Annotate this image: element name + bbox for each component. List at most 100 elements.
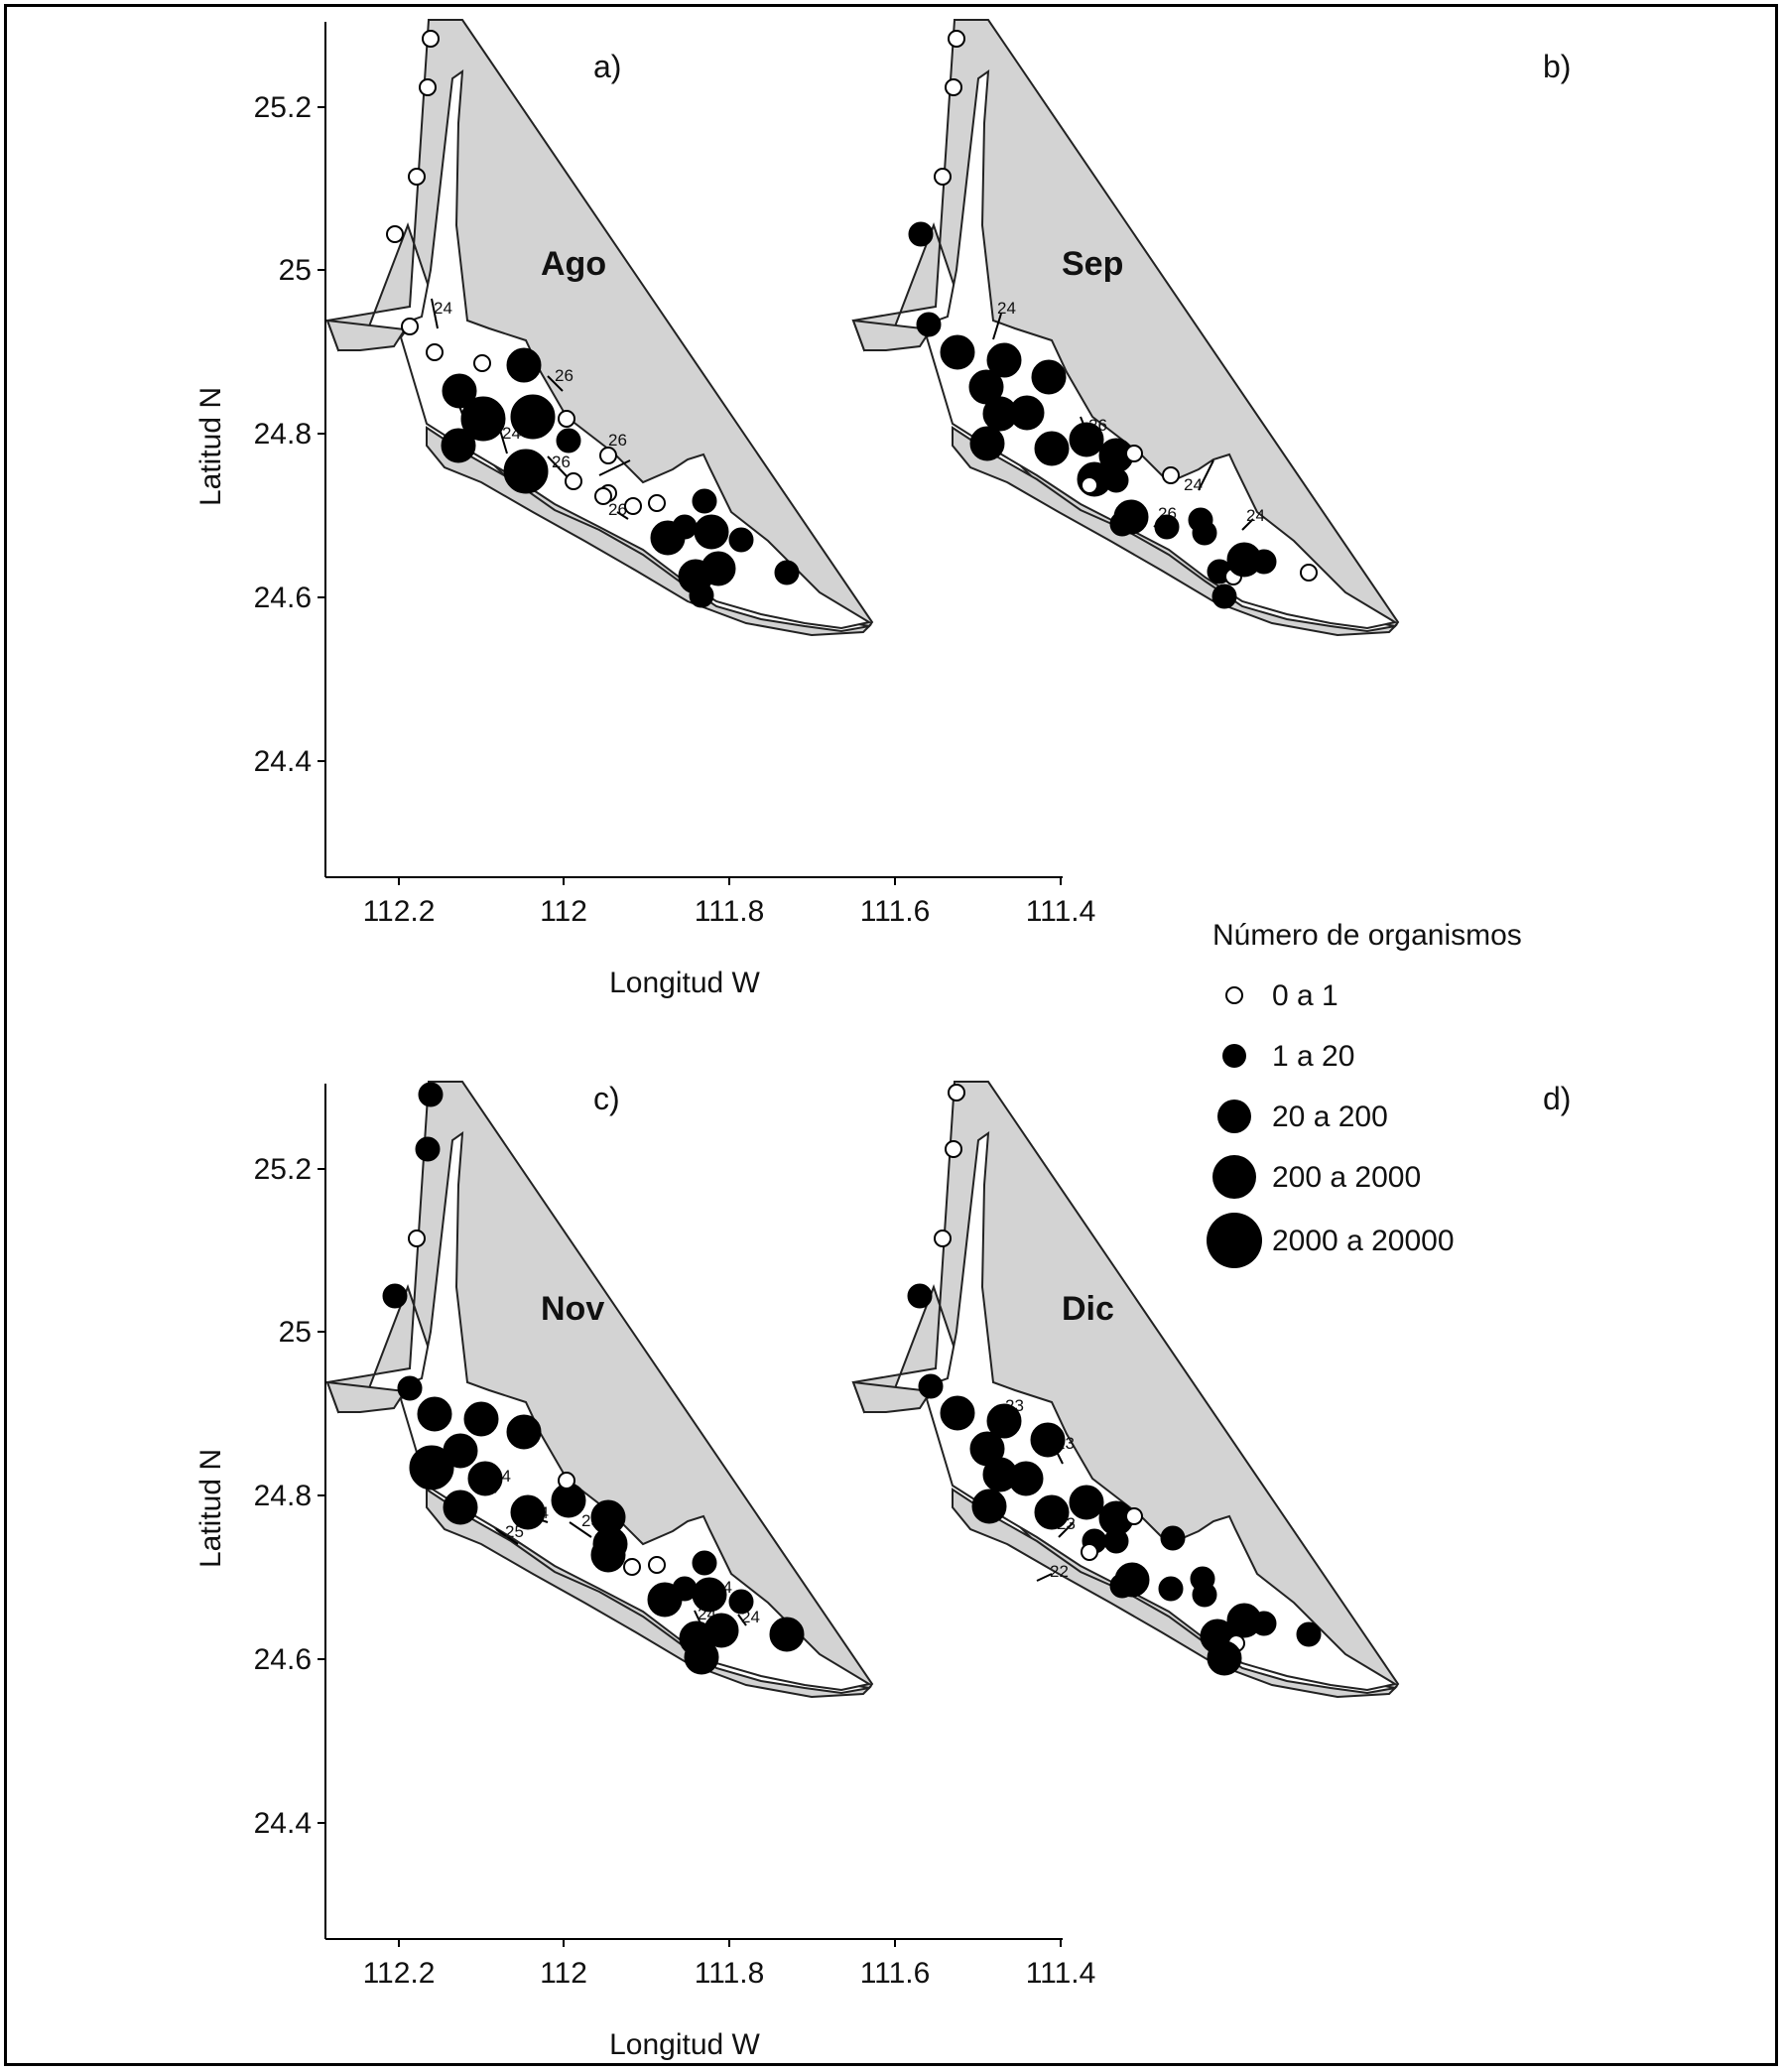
station-marker [467,1461,503,1496]
station-marker [556,428,581,453]
isotherm-label: 24 [434,299,452,318]
station-marker [986,342,1022,378]
station-marker [408,1230,426,1247]
station-marker [599,447,617,464]
station-marker [1008,1461,1044,1496]
island-polygon [325,319,407,351]
legend-title: Número de organismos [1212,919,1522,952]
panel-letter: c) [593,1081,620,1116]
isotherm-label: 22 [1050,1562,1069,1581]
y-tick-label: 25.2 [254,1153,312,1186]
station-marker [916,312,942,337]
station-marker [623,1558,641,1576]
station-marker [422,30,440,48]
island-polygon [325,1380,407,1413]
station-marker [907,1283,933,1309]
legend-marker-0 [1225,986,1243,1004]
station-marker [1031,359,1067,395]
station-marker [940,334,975,370]
axes: 25.2 25 24.8 24.6 24.4 112.2 112 111.8 111.6 111.… [194,22,1095,999]
panel-letter: d) [1543,1081,1571,1116]
station-marker [1154,514,1180,540]
panel-c: 24242525242424c)Nov25.22524.824.624.4112… [194,1081,1095,2061]
station-marker [689,583,714,608]
isotherm-line [737,1614,747,1626]
station-marker [1211,583,1237,609]
island-polygon [851,1380,933,1413]
x-tick-label: 112 [540,895,587,928]
panel-a: 2424242626262626a)Ago25.22524.824.624.41… [194,19,1095,999]
station-marker [1158,1576,1184,1602]
station-marker [441,428,476,463]
panel-letter: a) [593,49,621,84]
station-marker [692,1550,717,1576]
x-axis-title: Longitud W [609,2028,760,2061]
y-tick-label: 25 [279,1316,312,1349]
station-marker [1160,1525,1186,1551]
isotherm-line [431,298,439,329]
x-tick-label: 112.2 [363,1957,436,1990]
station-marker [769,1617,805,1652]
x-tick-label: 111.8 [695,895,765,928]
station-marker [1009,395,1045,431]
x-tick-label: 111.4 [1026,895,1096,928]
island-polygon [426,426,872,637]
station-marker [1226,1603,1262,1638]
station-marker [419,78,437,96]
y-tick-label: 25.2 [254,91,312,124]
isotherm-label: 24 [997,299,1016,318]
station-marker [1069,422,1104,457]
x-axis-title: Longitud W [609,967,760,999]
x-tick-label: 112.2 [363,895,436,928]
station-marker [1081,476,1098,494]
station-marker [418,1082,444,1107]
panel-b: 242626262424b)Sep [851,19,1571,637]
station-marker [590,1537,626,1573]
y-tick-label: 24.8 [254,418,312,451]
y-axis-title: Latitud N [194,387,227,506]
station-marker [1113,499,1149,535]
isotherm-line [1241,518,1254,531]
station-marker [510,1494,546,1530]
isotherm-line [569,1521,592,1538]
lagoon-water [399,68,872,630]
isotherm-label: 24 [1184,475,1203,494]
station-marker [648,494,666,512]
station-marker [1192,520,1217,546]
station-marker [624,497,642,515]
station-marker [648,1556,666,1574]
legend-label-0: 0 a 1 [1272,979,1338,1012]
station-marker [694,514,729,550]
station-marker [473,354,491,372]
month-label: Dic [1062,1290,1114,1328]
station-marker [415,1136,441,1162]
month-label: Sep [1062,245,1123,283]
legend-label-1: 1 a 20 [1272,1040,1354,1073]
station-marker [692,1577,727,1613]
station-marker [1296,1621,1322,1647]
legend: Número de organismos 0 a 1 1 a 20 20 a 2… [1207,919,1522,1268]
station-marker [908,221,934,247]
figure-frame [4,4,1778,2066]
station-marker [426,343,444,361]
station-marker [510,394,556,440]
y-tick-label: 24.6 [254,582,312,614]
station-marker [948,1084,965,1101]
isotherm-line [992,313,1002,340]
station-marker [382,1283,408,1309]
station-marker [986,1403,1022,1439]
station-marker [506,1414,542,1450]
y-tick-label: 24.8 [254,1480,312,1512]
station-marker [408,168,426,186]
isotherm-line [1036,1573,1053,1582]
isotherm-line [1198,459,1214,491]
legend-marker-4 [1207,1213,1262,1268]
x-tick-label: 111.8 [695,1957,765,1990]
station-marker [417,1396,452,1432]
station-marker [1034,1494,1070,1530]
isotherm-label: 26 [555,366,573,385]
station-marker [1300,564,1318,582]
station-marker [1030,1422,1066,1458]
x-tick-label: 112 [540,1957,587,1990]
